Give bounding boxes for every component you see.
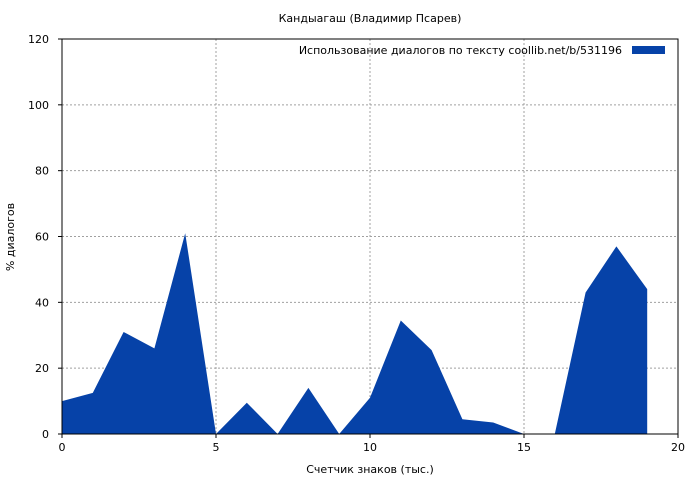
y-tick-label: 40 bbox=[35, 296, 49, 309]
x-tick-label: 5 bbox=[213, 441, 220, 454]
y-tick-label: 20 bbox=[35, 362, 49, 375]
y-tick-label: 120 bbox=[28, 33, 49, 46]
x-tick-label: 15 bbox=[517, 441, 531, 454]
series-area-layer bbox=[61, 233, 648, 435]
x-tick-label: 0 bbox=[59, 441, 66, 454]
legend-label: Использование диалогов по тексту coollib… bbox=[299, 44, 622, 57]
legend-swatch bbox=[632, 46, 665, 54]
x-tick-label: 10 bbox=[363, 441, 377, 454]
chart-title: Кандыагаш (Владимир Псарев) bbox=[279, 12, 462, 25]
y-tick-label: 100 bbox=[28, 99, 49, 112]
y-tick-label: 60 bbox=[35, 231, 49, 244]
tick-layer: 0 5 10 15 20 0 20 40 60 80 100 120 bbox=[28, 33, 685, 454]
series-area-0 bbox=[62, 233, 648, 434]
legend: Использование диалогов по тексту coollib… bbox=[299, 44, 665, 57]
y-axis-label: % диалогов bbox=[4, 203, 17, 271]
grid bbox=[62, 39, 678, 434]
y-tick-label: 80 bbox=[35, 165, 49, 178]
y-tick-label: 0 bbox=[42, 428, 49, 441]
x-tick-label: 20 bbox=[671, 441, 685, 454]
x-axis-label: Счетчик знаков (тыс.) bbox=[306, 463, 434, 476]
